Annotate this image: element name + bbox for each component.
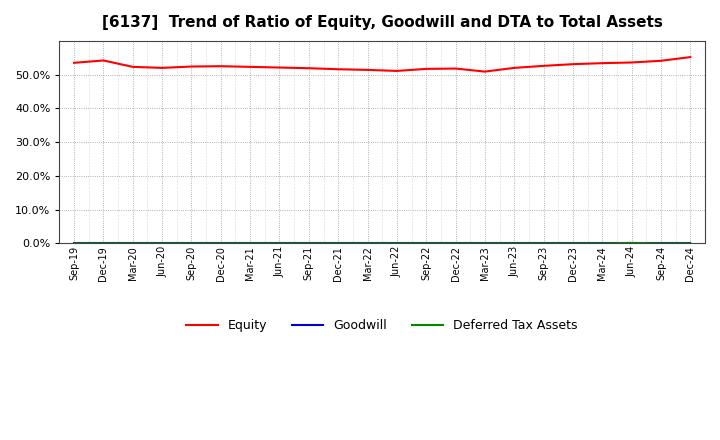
Deferred Tax Assets [334,241,343,246]
Deferred Tax Assets [305,241,313,246]
Goodwill [305,241,313,246]
Deferred Tax Assets [217,241,225,246]
Equity [275,65,284,70]
Deferred Tax Assets [451,241,460,246]
Deferred Tax Assets [598,241,607,246]
Equity [451,66,460,71]
Deferred Tax Assets [627,240,636,246]
Deferred Tax Assets [70,241,78,246]
Deferred Tax Assets [539,241,548,246]
Deferred Tax Assets [275,241,284,246]
Goodwill [422,241,431,246]
Deferred Tax Assets [422,241,431,246]
Equity [246,64,254,70]
Title: [6137]  Trend of Ratio of Equity, Goodwill and DTA to Total Assets: [6137] Trend of Ratio of Equity, Goodwil… [102,15,662,30]
Goodwill [657,241,665,246]
Line: Equity: Equity [74,57,690,72]
Goodwill [539,241,548,246]
Equity [187,64,196,69]
Goodwill [187,241,196,246]
Equity [128,64,137,70]
Deferred Tax Assets [246,241,254,246]
Deferred Tax Assets [363,241,372,246]
Goodwill [275,241,284,246]
Goodwill [392,241,401,246]
Equity [657,58,665,63]
Goodwill [686,241,695,246]
Equity [627,60,636,65]
Deferred Tax Assets [657,241,665,246]
Equity [99,58,108,63]
Goodwill [451,241,460,246]
Goodwill [334,241,343,246]
Deferred Tax Assets [99,241,108,246]
Goodwill [246,241,254,246]
Deferred Tax Assets [187,241,196,246]
Goodwill [70,241,78,246]
Deferred Tax Assets [480,241,489,246]
Equity [305,66,313,71]
Equity [70,60,78,66]
Goodwill [627,241,636,246]
Equity [686,55,695,60]
Deferred Tax Assets [128,241,137,246]
Goodwill [158,241,166,246]
Equity [422,66,431,72]
Equity [598,61,607,66]
Equity [510,65,518,70]
Legend: Equity, Goodwill, Deferred Tax Assets: Equity, Goodwill, Deferred Tax Assets [181,314,583,337]
Equity [480,69,489,74]
Goodwill [598,241,607,246]
Equity [569,62,577,67]
Deferred Tax Assets [158,241,166,246]
Goodwill [217,241,225,246]
Equity [392,68,401,73]
Equity [363,67,372,73]
Deferred Tax Assets [392,241,401,246]
Deferred Tax Assets [686,241,695,246]
Deferred Tax Assets [510,241,518,246]
Goodwill [99,241,108,246]
Goodwill [510,241,518,246]
Goodwill [569,241,577,246]
Equity [158,65,166,70]
Equity [334,66,343,72]
Equity [539,63,548,69]
Goodwill [363,241,372,246]
Goodwill [128,241,137,246]
Goodwill [480,241,489,246]
Deferred Tax Assets [569,241,577,246]
Equity [217,63,225,69]
